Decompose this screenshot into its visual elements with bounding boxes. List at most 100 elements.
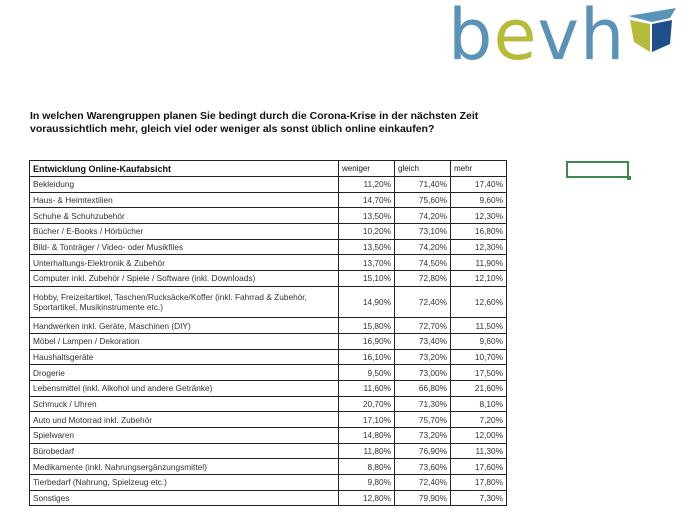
weniger-cell: 9,80% <box>338 474 395 491</box>
gleich-cell: 76,90% <box>394 442 451 460</box>
gleich-cell: 72,70% <box>394 317 451 334</box>
gleich-cell: 71,30% <box>394 395 451 413</box>
gleich-cell: 74,20% <box>394 238 451 256</box>
category-cell: Tierbedarf (Nahrung, Spielzeug etc.) <box>29 474 339 491</box>
table-row: Haushaltsgeräte 16,10% 73,20% 10,70% <box>29 348 507 366</box>
weniger-cell: 12,80% <box>338 489 395 507</box>
mehr-cell: 9,60% <box>450 191 507 209</box>
category-cell: Bücher / E-Books / Hörbücher <box>29 223 339 240</box>
mehr-cell: 11,30% <box>450 442 507 460</box>
mehr-cell: 7,30% <box>450 489 507 507</box>
category-cell: Handwerken inkl. Geräte, Maschinen (DIY) <box>29 317 339 334</box>
category-cell: Unterhaltungs-Elektronik & Zubehör <box>29 254 339 272</box>
gleich-cell: 73,10% <box>394 223 451 240</box>
category-cell: Auto und Motorrad inkl. Zubehör <box>29 411 339 429</box>
category-cell: Medikamente (inkl. Nahrungsergänzungsmit… <box>29 458 339 476</box>
gleich-cell: 75,60% <box>394 191 451 209</box>
weniger-cell: 15,80% <box>338 317 395 334</box>
table-row: Drogerie 9,50% 73,00% 17,50% <box>29 364 507 381</box>
gleich-cell: 71,40% <box>394 176 451 193</box>
mehr-cell: 12,30% <box>450 207 507 225</box>
gleich-cell: 73,00% <box>394 364 451 381</box>
table-row: Tierbedarf (Nahrung, Spielzeug etc.) 9,80… <box>29 474 507 491</box>
weniger-cell: 11,20% <box>338 176 395 193</box>
weniger-cell: 11,80% <box>338 442 395 460</box>
mehr-cell: 8,10% <box>450 395 507 413</box>
table-row: Unterhaltungs-Elektronik & Zubehör 13,70%… <box>29 254 507 272</box>
gleich-cell: 73,20% <box>394 348 451 366</box>
mehr-cell: 7,20% <box>450 411 507 429</box>
category-cell: Bild- & Tonträger / Video- oder Musikfil… <box>29 238 339 256</box>
weniger-cell: 16,10% <box>338 348 395 366</box>
mehr-cell: 11,90% <box>450 254 507 272</box>
mehr-cell: 9,60% <box>450 332 507 350</box>
table-row: Lebensmittel (inkl. Alkohol und andere G… <box>29 379 507 397</box>
mehr-cell: 21,60% <box>450 379 507 397</box>
weniger-cell: 14,70% <box>338 191 395 209</box>
table-header-row: Entwicklung Online-Kaufabsicht weniger g… <box>29 160 507 177</box>
gleich-cell: 74,20% <box>394 207 451 225</box>
mehr-cell: 17,50% <box>450 364 507 381</box>
table-row: Bild- & Tonträger / Video- oder Musikfil… <box>29 238 507 256</box>
category-cell: Schmuck / Uhren <box>29 395 339 413</box>
gleich-cell: 73,20% <box>394 427 451 444</box>
table-row: Bürobedarf 11,80% 76,90% 11,30% <box>29 442 507 460</box>
weniger-cell: 15,10% <box>338 270 395 287</box>
weniger-cell: 13,50% <box>338 207 395 225</box>
category-cell: Schuhe & Schuhzubehör <box>29 207 339 225</box>
weniger-cell: 14,80% <box>338 427 395 444</box>
weniger-cell: 8,80% <box>338 458 395 476</box>
table-row: Spielwaren 14,80% 73,20% 12,00% <box>29 427 507 444</box>
category-cell: Drogerie <box>29 364 339 381</box>
header-weniger: weniger <box>338 160 395 177</box>
header-category: Entwicklung Online-Kaufabsicht <box>29 160 339 177</box>
table-row: Handwerken inkl. Geräte, Maschinen (DIY)… <box>29 317 507 334</box>
category-cell: Hobby, Freizeitartikel, Taschen/Rucksäck… <box>29 285 339 319</box>
bevh-cube-icon <box>628 8 676 52</box>
weniger-cell: 9,50% <box>338 364 395 381</box>
table-row: Möbel / Lampen / Dekoration 16,90% 73,40% 9… <box>29 332 507 350</box>
category-cell: Sonstiges <box>29 489 339 507</box>
weniger-cell: 10,20% <box>338 223 395 240</box>
weniger-cell: 13,50% <box>338 238 395 256</box>
table-row: Medikamente (inkl. Nahrungsergänzungsmit… <box>29 458 507 476</box>
category-cell: Haus- & Heimtextilien <box>29 191 339 209</box>
mehr-cell: 12,30% <box>450 238 507 256</box>
weniger-cell: 11,60% <box>338 379 395 397</box>
table-row: Computer inkl. Zubehör / Spiele / Softwa… <box>29 270 507 287</box>
table-row: Schuhe & Schuhzubehör 13,50% 74,20% 12,30% <box>29 207 507 225</box>
selected-cell[interactable] <box>566 161 631 180</box>
gleich-cell: 72,80% <box>394 270 451 287</box>
category-cell: Haushaltsgeräte <box>29 348 339 366</box>
header-gleich: gleich <box>394 160 451 177</box>
weniger-cell: 16,90% <box>338 332 395 350</box>
table-row: Schmuck / Uhren 20,70% 71,30% 8,10% <box>29 395 507 413</box>
gleich-cell: 74,50% <box>394 254 451 272</box>
weniger-cell: 17,10% <box>338 411 395 429</box>
category-cell: Lebensmittel (inkl. Alkohol und andere G… <box>29 379 339 397</box>
table-row: Auto und Motorrad inkl. Zubehör 17,10% 75,… <box>29 411 507 429</box>
category-cell: Computer inkl. Zubehör / Spiele / Softwa… <box>29 270 339 287</box>
category-cell: Bürobedarf <box>29 442 339 460</box>
mehr-cell: 12,00% <box>450 427 507 444</box>
mehr-cell: 17,80% <box>450 474 507 491</box>
gleich-cell: 72,40% <box>394 474 451 491</box>
mehr-cell: 16,80% <box>450 223 507 240</box>
gleich-cell: 66,80% <box>394 379 451 397</box>
data-table: Entwicklung Online-Kaufabsicht weniger g… <box>29 160 507 507</box>
gleich-cell: 72,40% <box>394 285 451 319</box>
table-row: Hobby, Freizeitartikel, Taschen/Rucksäck… <box>29 285 507 319</box>
mehr-cell: 10,70% <box>450 348 507 366</box>
gleich-cell: 73,60% <box>394 458 451 476</box>
category-cell: Bekleidung <box>29 176 339 193</box>
header-mehr: mehr <box>450 160 507 177</box>
table-row: Sonstiges 12,80% 79,90% 7,30% <box>29 489 507 507</box>
table-row: Haus- & Heimtextilien 14,70% 75,60% 9,60% <box>29 191 507 209</box>
category-cell: Spielwaren <box>29 427 339 444</box>
mehr-cell: 12,60% <box>450 285 507 319</box>
bevh-logo: bevh <box>448 0 626 76</box>
weniger-cell: 13,70% <box>338 254 395 272</box>
table-row: Bücher / E-Books / Hörbücher 10,20% 73,10%… <box>29 223 507 240</box>
mehr-cell: 12,10% <box>450 270 507 287</box>
mehr-cell: 11,50% <box>450 317 507 334</box>
